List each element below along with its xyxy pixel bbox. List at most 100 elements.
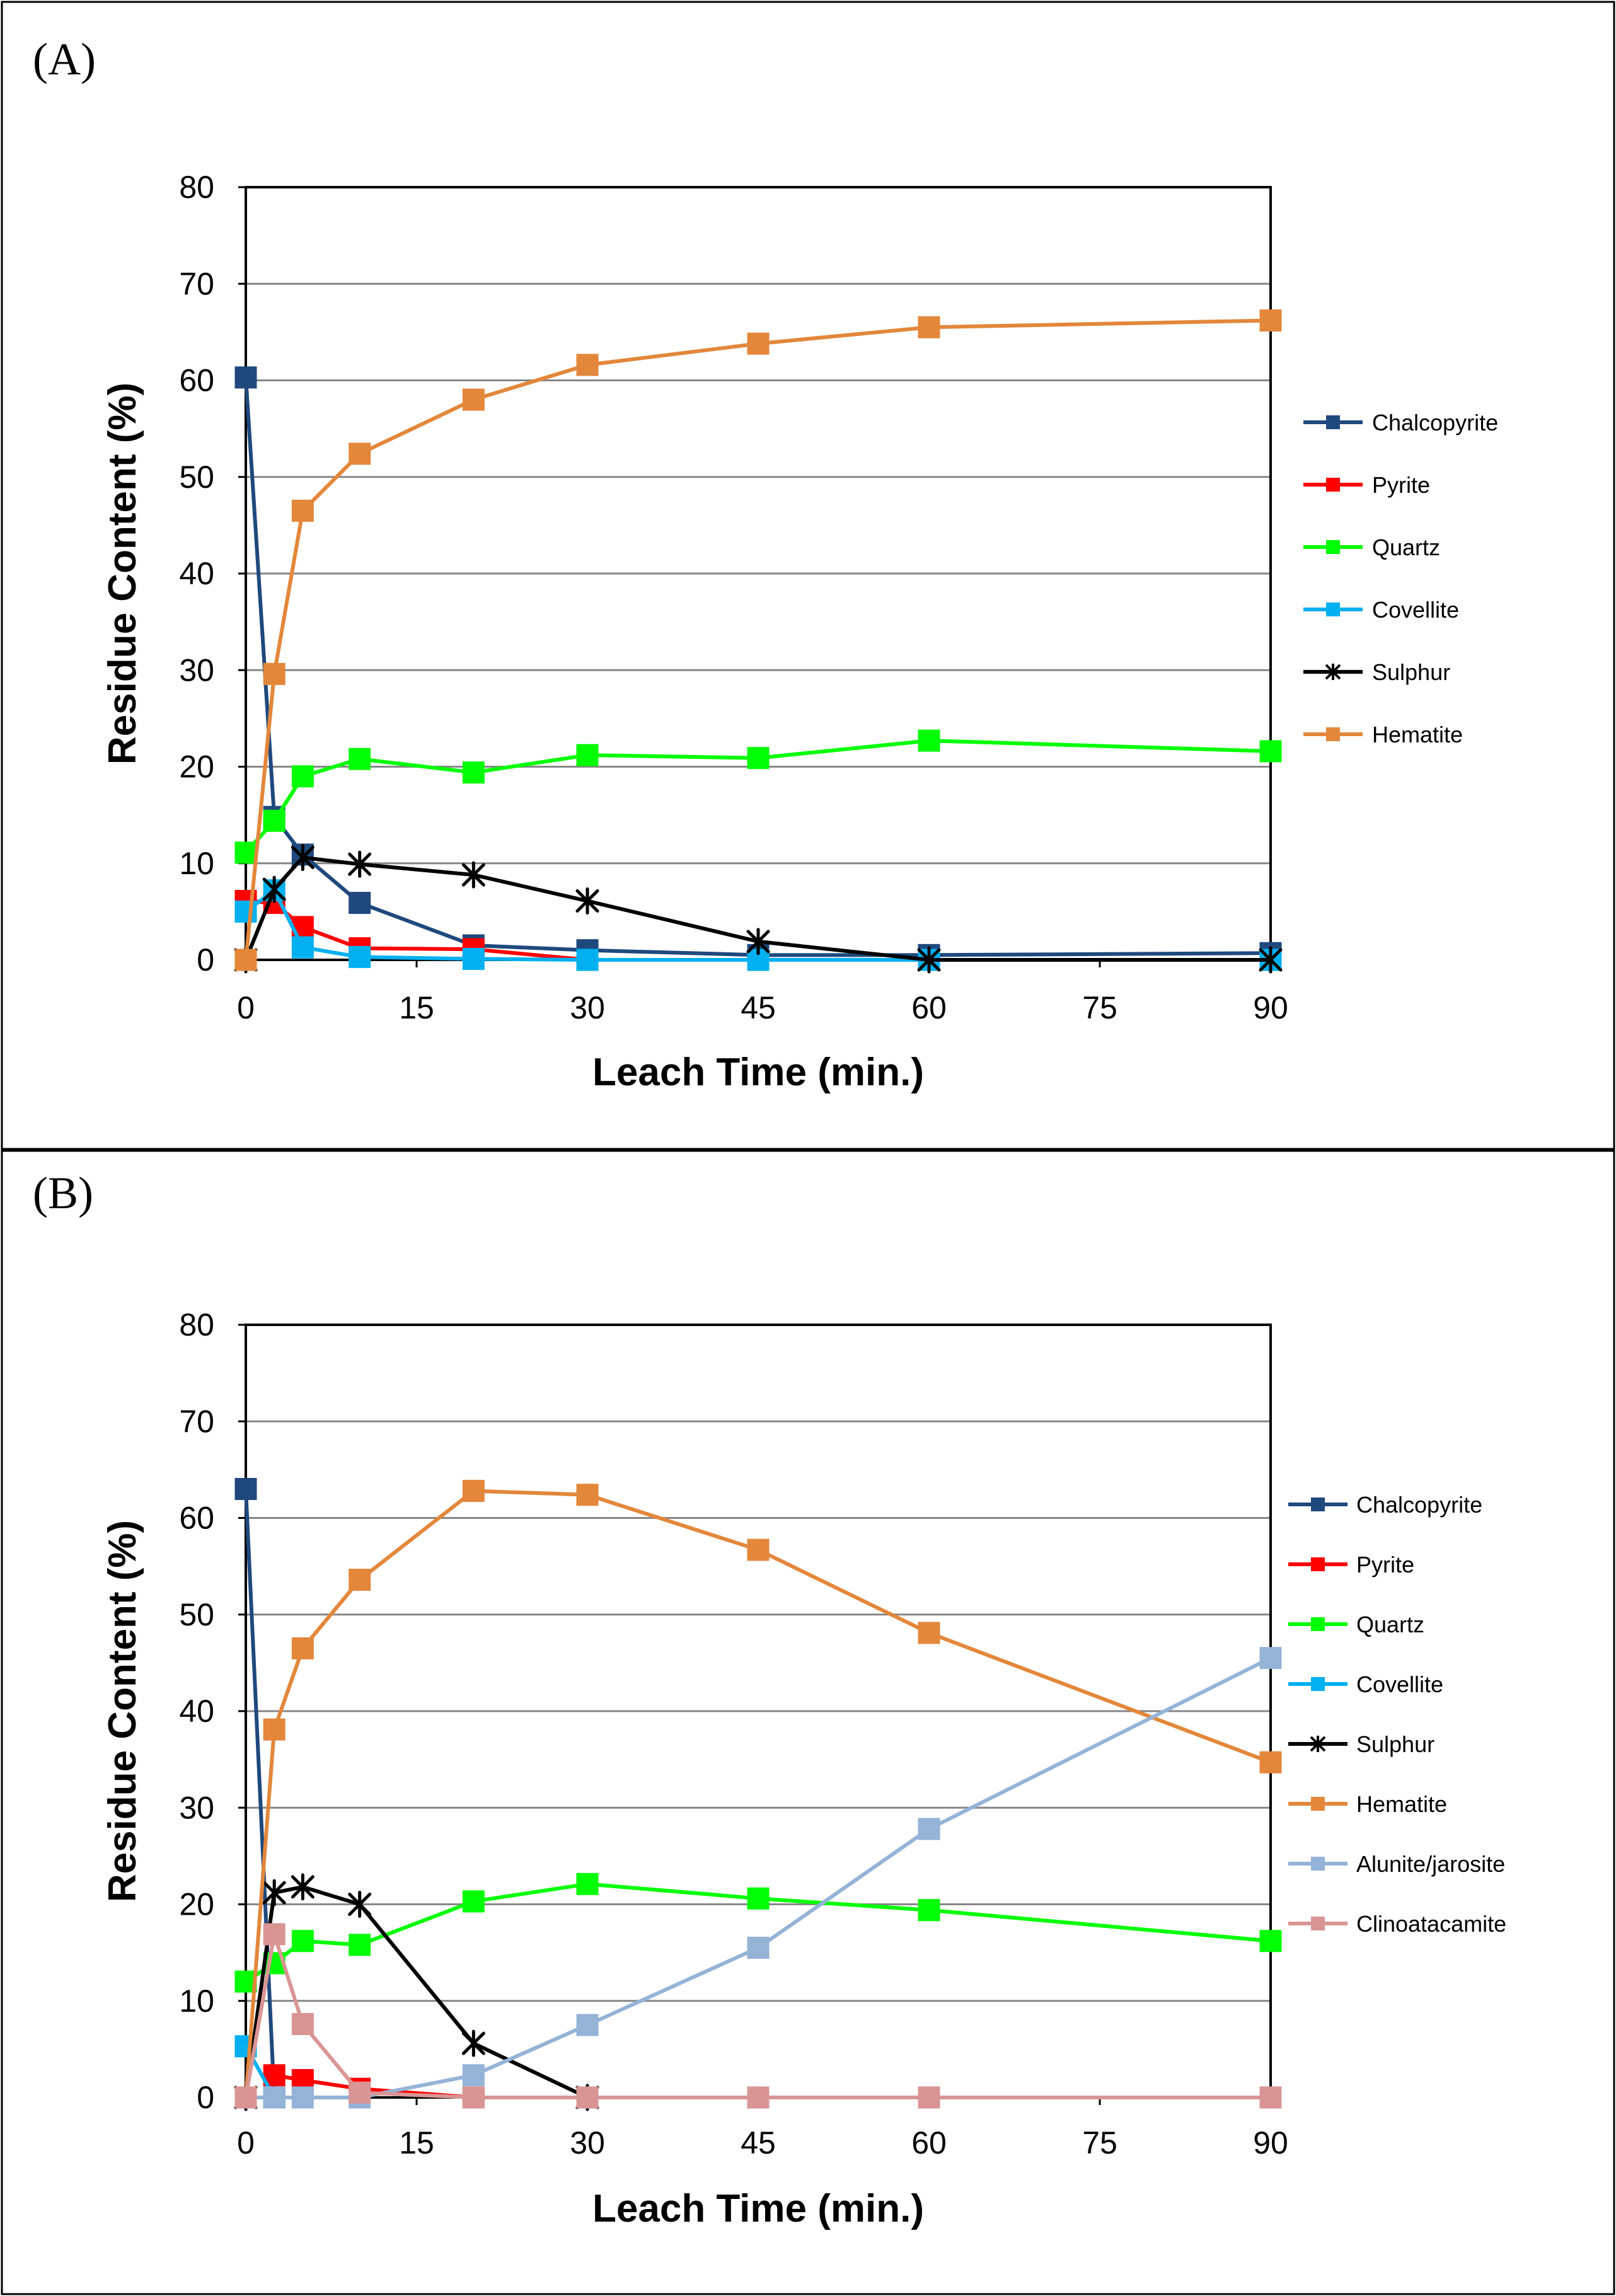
panel-a-series-hematite-point (291, 499, 314, 522)
panel-a-y-axis-title: Residue Content (%) (101, 383, 144, 764)
panel-b-series-clinoatacamite-point (234, 2086, 257, 2109)
panel-a-series-sulphur-point (917, 946, 941, 974)
panel-a-y-tick-label: 30 (179, 652, 214, 688)
panel-a-x-tick-label: 15 (399, 990, 434, 1025)
panel-a-y-tick-label: 20 (179, 749, 214, 785)
panel-a-series-covellite-point (234, 900, 257, 923)
panel-b-series-quartz-point (349, 1934, 371, 1956)
panel-b-legend-item-clinoatacamite: Clinoatacamite (1288, 1911, 1506, 1937)
panel-b-series-clinoatacamite-point (1259, 2086, 1282, 2109)
panel-b-x-tick-label: 0 (237, 2125, 255, 2160)
panel-a-series-sulphur-point (746, 928, 770, 955)
panel-b-legend: Chalcopyrite Pyrite Quartz Covellite Sulphur… (1288, 1492, 1506, 1937)
panel-b-series-clinoatacamite-point (576, 2086, 599, 2109)
panel-b-series-hematite-point (747, 1538, 770, 1561)
panel-b-legend-item-covellite-label: Covellite (1356, 1671, 1443, 1697)
panel-a-series-covellite-point (576, 949, 599, 971)
panel-a-frame (1, 1, 1615, 1150)
panel-a-series-chalcopyrite-point (234, 366, 257, 389)
panel-b-series-sulphur-point (262, 1879, 286, 1907)
panel-b-legend-item-alunite-jarosite: Alunite/jarosite (1288, 1851, 1505, 1877)
panel-a-series-sulphur-point (575, 887, 599, 915)
panel-b-series-clinoatacamite-point (747, 2086, 770, 2109)
panel-b-series-hematite-point (576, 1484, 599, 1506)
panel-b-series-chalcopyrite-line (244, 1489, 277, 2098)
panel-a-series-sulphur-point (461, 861, 485, 889)
panel-b-series-hematite-point (349, 1569, 371, 1591)
panel-b-series-alunite-jarosite (234, 1647, 1282, 2109)
panel-a-legend-item-quartz-marker (1326, 540, 1340, 554)
panel-a-legend-item-chalcopyrite: Chalcopyrite (1303, 410, 1498, 436)
panel-a-series-hematite-point (918, 316, 940, 338)
panel-a-series-hematite-point (747, 332, 770, 355)
panel-a-series-hematite-point (349, 442, 371, 465)
panel-b-legend-item-clinoatacamite-marker (1311, 1917, 1325, 1930)
panel-b-series-alunite-jarosite-point (462, 2064, 485, 2087)
panel-b-legend-item-sulphur-marker (1310, 1736, 1326, 1752)
panel-b-legend-item-covellite: Covellite (1288, 1671, 1443, 1697)
panel-a-series-sulphur-point (1259, 946, 1283, 974)
panel-a-x-tick-label: 60 (911, 990, 947, 1025)
panel-b-legend-item-hematite-marker (1311, 1797, 1325, 1811)
panel-b-x-tick-label: 30 (570, 2125, 605, 2160)
panel-b: (B) 0 10 20 30 40 50 60 70 80 0 15 30 45 60 75 90 Leach T… (1, 1150, 1615, 2295)
panel-b-legend-item-quartz-marker (1311, 1617, 1325, 1631)
panel-b-y-tick-label: 30 (179, 1790, 214, 1825)
panel-b-series-hematite-point (462, 1480, 485, 1503)
panel-b-series-quartz-point (576, 1872, 599, 1895)
panel-a-x-tick-label: 45 (741, 990, 776, 1025)
panel-a-y-tick-label: 60 (179, 363, 214, 398)
panel-a-series-hematite-point (1259, 309, 1282, 332)
panel-b-legend-item-alunite-jarosite-label: Alunite/jarosite (1356, 1851, 1505, 1877)
panel-b-legend-item-covellite-marker (1311, 1677, 1325, 1691)
panel-a-legend-item-covellite-marker (1326, 603, 1340, 616)
panel-a-x-tick-label: 90 (1253, 990, 1288, 1025)
panel-a-series-covellite-point (349, 945, 371, 968)
panel-b-y-tick-label: 20 (179, 1887, 214, 1922)
panel-a-legend-item-hematite-marker (1326, 727, 1340, 741)
panel-b-legend-item-hematite: Hematite (1288, 1791, 1447, 1817)
panel-a-series-chalcopyrite-point (349, 892, 371, 914)
panel-b-legend-item-pyrite-marker (1311, 1557, 1325, 1571)
panel-b-series-alunite-jarosite-point (263, 2086, 286, 2109)
panel-a-legend-item-covellite: Covellite (1303, 597, 1459, 623)
panel-b-legend-item-quartz: Quartz (1288, 1612, 1424, 1637)
panel-a-legend-item-quartz-label: Quartz (1372, 534, 1440, 560)
panel-b-frame (1, 1150, 1615, 2295)
panel-b-series-quartz-point (1259, 1930, 1282, 1953)
panel-a-x-tick-label: 30 (570, 990, 605, 1025)
panel-b-legend-item-clinoatacamite-label: Clinoatacamite (1356, 1911, 1506, 1937)
panel-a-legend-item-hematite-label: Hematite (1372, 722, 1463, 747)
panel-b-series-hematite-point (263, 1718, 286, 1741)
panel-a-series-quartz-point (234, 841, 257, 864)
panel-a-series-covellite-point (462, 947, 485, 970)
panel-a-y-tick-label: 10 (179, 846, 214, 881)
panel-a-x-tick-label: 0 (237, 990, 255, 1025)
panel-b-series-hematite-point (1259, 1751, 1282, 1774)
panel-b-x-tick-label: 45 (741, 2125, 776, 2160)
panel-b-series-hematite-point (291, 1637, 314, 1659)
panel-b-legend-item-hematite-label: Hematite (1356, 1791, 1447, 1817)
panel-b-series-alunite-jarosite-point (1259, 1647, 1282, 1670)
panel-a-series-hematite-point (462, 388, 485, 411)
panel-a-y-tick-label: 50 (179, 459, 214, 495)
panel-b-series-quartz-point (918, 1899, 940, 1922)
panel-a-legend-item-sulphur-label: Sulphur (1372, 659, 1450, 685)
panel-a-series-hematite (234, 309, 1282, 971)
panel-b-series-alunite-jarosite-point (576, 2014, 599, 2036)
panel-a-series-quartz-point (576, 744, 599, 766)
panel-a-series-hematite-point (263, 662, 286, 685)
panel-b-y-axis-title: Residue Content (%) (101, 1520, 144, 1902)
panel-b-y-tick-label: 60 (179, 1501, 214, 1536)
panel-b-y-tick-label: 50 (179, 1597, 214, 1632)
panel-b-y-tick-label: 40 (179, 1693, 214, 1729)
panel-a-series-quartz-point (918, 729, 940, 752)
panel-b-y-tick-label: 70 (179, 1404, 214, 1439)
panel-b-series-quartz-point (747, 1887, 770, 1910)
panel-a-legend-item-sulphur: Sulphur (1303, 659, 1450, 685)
panel-a-legend-item-pyrite-label: Pyrite (1372, 472, 1430, 498)
panel-a-legend-item-chalcopyrite-label: Chalcopyrite (1372, 410, 1498, 436)
panel-b-series-clinoatacamite (234, 1923, 1282, 2109)
panel-a-series-quartz-point (291, 765, 314, 788)
